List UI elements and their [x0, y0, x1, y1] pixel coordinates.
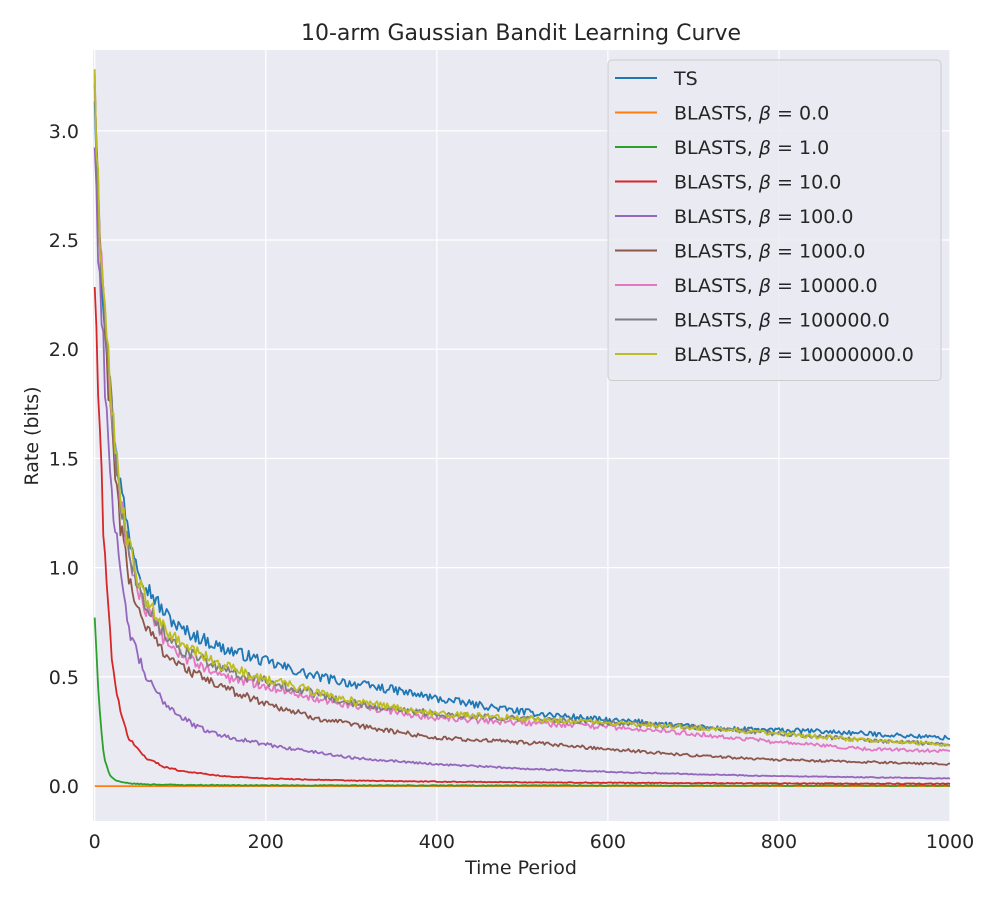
- y-tick-label: 1.5: [49, 448, 79, 470]
- legend-box: [607, 59, 942, 381]
- legend-entry: BLASTS, β = 10.0: [674, 172, 841, 194]
- legend-entry-beta: 10000.0: [799, 275, 878, 297]
- legend-entry-prefix: BLASTS,: [674, 241, 759, 263]
- y-tick-label: 1.0: [49, 558, 79, 580]
- legend-entry-beta: 1000.0: [799, 241, 865, 263]
- series-lines: [93, 69, 951, 787]
- y-tick-label: 0.0: [49, 776, 79, 798]
- series-line-0: [93, 101, 950, 741]
- legend-entry: BLASTS, β = 0.0: [674, 103, 829, 125]
- legend-entry: BLASTS, β = 1.0: [674, 137, 829, 159]
- x-tick-label: 800: [761, 831, 797, 853]
- legend-entry: BLASTS, β = 100.0: [674, 206, 853, 228]
- y-tick-label: 2.5: [49, 230, 79, 252]
- legend: TS BLASTS, β = 0.0 BLASTS, β = 1.0 BLASTS, …: [607, 59, 942, 381]
- legend-entry: BLASTS, β = 10000.0: [674, 275, 878, 297]
- y-tick-label: 0.5: [49, 667, 79, 689]
- x-axis-ticks: 0 200 400 600 800 1000: [89, 831, 975, 853]
- legend-entry-beta: 100.0: [799, 206, 853, 228]
- legend-entry: TS: [673, 68, 698, 90]
- legend-entry-prefix: BLASTS,: [674, 206, 759, 228]
- legend-entry: BLASTS, β = 100000.0: [674, 310, 890, 332]
- series-line-8: [93, 69, 951, 747]
- x-tick-label: 600: [590, 831, 626, 853]
- x-tick-label: 200: [248, 831, 284, 853]
- y-tick-label: 3.0: [49, 121, 79, 143]
- chart-title: 10-arm Gaussian Bandit Learning Curve: [301, 21, 741, 46]
- legend-entry-prefix: BLASTS,: [674, 344, 759, 366]
- legend-entry-prefix: BLASTS,: [674, 172, 759, 194]
- legend-entry-prefix: BLASTS,: [674, 103, 759, 125]
- y-axis-ticks: 0.0 0.5 1.0 1.5 2.0 2.5 3.0: [49, 121, 79, 798]
- legend-entry-beta: 10000000.0: [799, 344, 914, 366]
- legend-entry-prefix: TS: [673, 68, 698, 90]
- x-tick-label: 0: [89, 831, 101, 853]
- x-tick-label: 1000: [926, 831, 974, 853]
- y-axis-label: Rate (bits): [21, 386, 43, 485]
- series-line-4: [93, 147, 951, 780]
- legend-entry-beta: 1.0: [799, 137, 829, 159]
- series-line-5: [93, 85, 951, 766]
- series-line-6: [93, 82, 951, 754]
- legend-entry-prefix: BLASTS,: [674, 310, 759, 332]
- series-line-2: [93, 617, 951, 787]
- legend-entry-beta: 0.0: [799, 103, 829, 125]
- series-line-3: [93, 286, 951, 786]
- legend-entry-beta: 10.0: [799, 172, 841, 194]
- legend-entry: BLASTS, β = 10000000.0: [674, 344, 914, 366]
- legend-entry-prefix: BLASTS,: [674, 275, 759, 297]
- x-tick-label: 400: [419, 831, 455, 853]
- legend-entry-prefix: BLASTS,: [674, 137, 759, 159]
- legend-entry: BLASTS, β = 1000.0: [674, 241, 866, 263]
- y-tick-label: 2.0: [49, 339, 79, 361]
- x-axis-label: Time Period: [464, 857, 577, 879]
- legend-entry-beta: 100000.0: [799, 310, 890, 332]
